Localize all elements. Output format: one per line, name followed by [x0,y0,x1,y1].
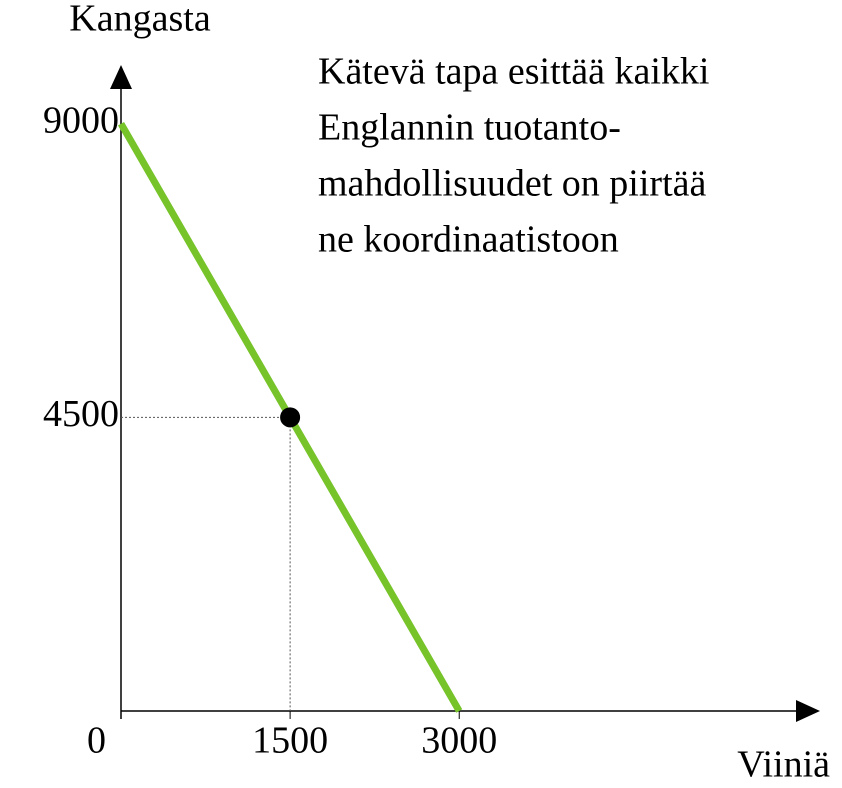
x-axis-arrow [796,700,820,722]
x-axis-label: Viiniä [737,744,830,786]
annotation: Kätevä tapa esittää kaikki [318,51,709,93]
x-tick-label: 0 [87,720,106,762]
annotation: mahdollisuudet on piirtää [318,163,707,205]
x-tick-label: 3000 [421,720,497,762]
y-tick-label: 4500 [43,393,119,435]
annotation: ne koordinaatistoon [318,219,619,261]
y-axis-label: Kangasta [69,0,211,40]
y-tick-label: 9000 [43,99,119,141]
annotation: Englannin tuotanto- [318,107,621,149]
y-axis-arrow [110,65,132,89]
point [280,407,301,428]
x-tick-label: 1500 [252,720,328,762]
